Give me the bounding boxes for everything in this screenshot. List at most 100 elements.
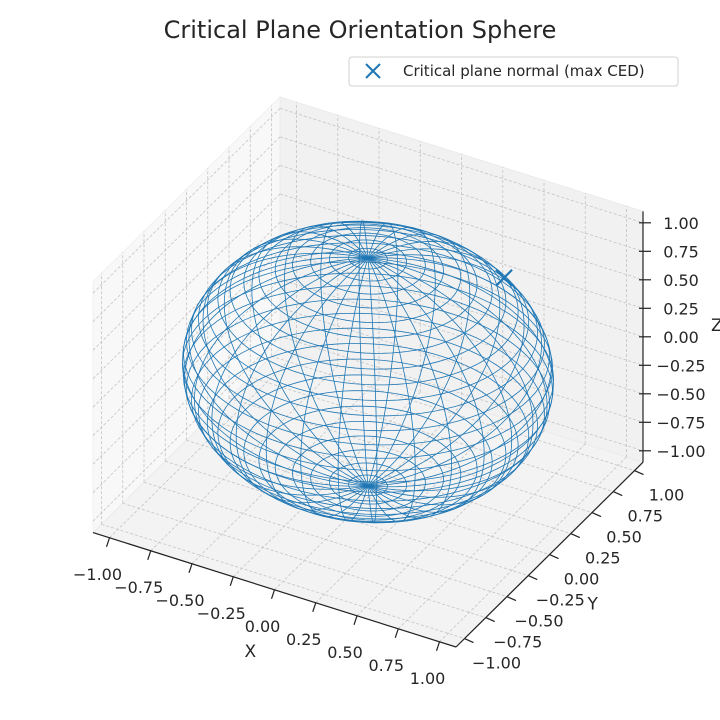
z-tick-label: 0.50 — [663, 271, 699, 290]
x-tick-label: 0.25 — [286, 630, 322, 649]
grid-line — [279, 165, 644, 281]
grid-line — [356, 430, 545, 617]
grid-line — [279, 193, 644, 309]
x-tick — [312, 602, 317, 612]
parallel-line — [310, 449, 426, 512]
chart-title: Critical Plane Orientation Sphere — [164, 16, 557, 44]
y-tick-label: 0.00 — [564, 570, 600, 589]
y-tick — [613, 491, 623, 497]
grid-line — [207, 418, 571, 534]
axes: −1.00−1.00−1.00−0.75−0.75−0.75−0.50−0.50… — [73, 211, 706, 688]
parallel-line — [329, 462, 407, 505]
y-tick-label: 1.00 — [649, 486, 685, 505]
y-tick — [634, 470, 644, 476]
z-tick-label: 0.00 — [663, 328, 699, 347]
parallel-line — [183, 285, 553, 483]
x-tick-label: 0.50 — [327, 643, 363, 662]
x-tick-label: −0.75 — [114, 578, 163, 597]
y-tick — [485, 617, 495, 623]
grid-line — [271, 355, 635, 471]
x-tick — [270, 589, 276, 599]
legend-box — [348, 56, 679, 87]
y-tick — [549, 554, 559, 560]
parallel-line — [274, 420, 462, 521]
legend-x-marker-icon — [365, 63, 381, 79]
y-tick-label: 0.50 — [606, 528, 642, 547]
grid-line — [279, 279, 644, 395]
parallel-line — [182, 272, 554, 472]
parallel-line — [243, 390, 493, 524]
parallel-line — [217, 358, 519, 520]
grid-line — [186, 439, 550, 555]
legend-entry-label: Critical plane normal (max CED) — [403, 62, 645, 80]
legend: Critical plane normal (max CED) — [348, 56, 679, 87]
z-tick-label: −0.25 — [656, 356, 705, 375]
axis-panes — [92, 95, 644, 648]
grid-line — [191, 378, 380, 565]
y-tick-label: −0.50 — [514, 612, 563, 631]
z-tick-label: −0.50 — [656, 385, 705, 404]
parallel-line — [186, 251, 550, 446]
parallel-line — [258, 221, 478, 339]
x-tick — [229, 576, 234, 586]
x-tick — [353, 615, 358, 625]
sphere-wireframe — [182, 220, 554, 524]
z-axis-label: Z — [711, 316, 720, 336]
grid-line — [279, 136, 644, 252]
y-tick-label: −0.25 — [536, 591, 585, 610]
critical-plane-normal-marker — [495, 269, 513, 287]
grid-line — [397, 443, 586, 630]
x-tick-label: 0.00 — [245, 617, 281, 636]
grid-line — [250, 376, 614, 492]
parallel-line — [186, 298, 550, 493]
parallel-line — [258, 405, 478, 523]
parallel-line — [274, 223, 462, 324]
z-tick-label: −0.75 — [656, 413, 705, 432]
parallel-line — [191, 242, 545, 432]
grid-line — [92, 307, 281, 493]
parallel-line — [292, 435, 444, 517]
parallel-line — [348, 474, 388, 497]
x-tick — [188, 563, 193, 573]
grid-line — [92, 193, 281, 379]
y-tick-label: 0.25 — [585, 549, 621, 568]
grid-line — [92, 165, 281, 351]
parallel-line — [348, 247, 388, 270]
x-tick-label: −0.50 — [155, 591, 204, 610]
y-tick — [591, 512, 602, 518]
y-tick — [506, 596, 517, 602]
grid-line — [279, 307, 644, 423]
x-tick — [435, 641, 441, 651]
parallel-line — [329, 239, 407, 282]
grid-line — [92, 279, 281, 465]
marker-stroke — [495, 269, 513, 287]
x-tick — [147, 550, 152, 560]
parallel-line — [191, 312, 545, 502]
y-tick — [570, 533, 580, 539]
parallel-line — [198, 327, 538, 509]
grid-line — [439, 456, 627, 643]
z-tick-label: −1.00 — [656, 442, 705, 461]
x-tick — [394, 628, 399, 638]
y-tick-label: −0.75 — [493, 633, 542, 652]
grid-line — [228, 397, 593, 513]
y-tick-label: 0.75 — [627, 507, 663, 526]
x-tick-label: 1.00 — [410, 669, 446, 688]
z-tick-label: 0.25 — [663, 299, 699, 318]
grid-line — [92, 136, 281, 322]
parallel-line — [206, 343, 530, 515]
x-tick-label: −0.25 — [197, 604, 246, 623]
y-axis-label: Y — [587, 595, 599, 615]
scatter-points — [495, 269, 513, 287]
x-tick-label: 0.75 — [368, 656, 404, 675]
parallel-line — [292, 227, 444, 309]
parallel-line — [206, 229, 530, 401]
grid-line — [279, 108, 644, 224]
grid-line — [92, 108, 281, 294]
z-tick-label: 1.00 — [663, 214, 699, 233]
x-tick-label: −1.00 — [73, 565, 122, 584]
y-tick — [528, 575, 538, 581]
x-tick — [105, 537, 111, 547]
parallel-line — [229, 374, 507, 523]
grid-line — [92, 222, 281, 408]
